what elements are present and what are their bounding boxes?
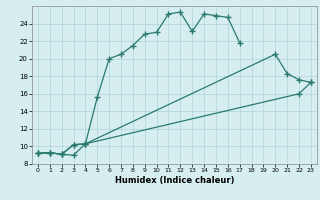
X-axis label: Humidex (Indice chaleur): Humidex (Indice chaleur) bbox=[115, 176, 234, 185]
